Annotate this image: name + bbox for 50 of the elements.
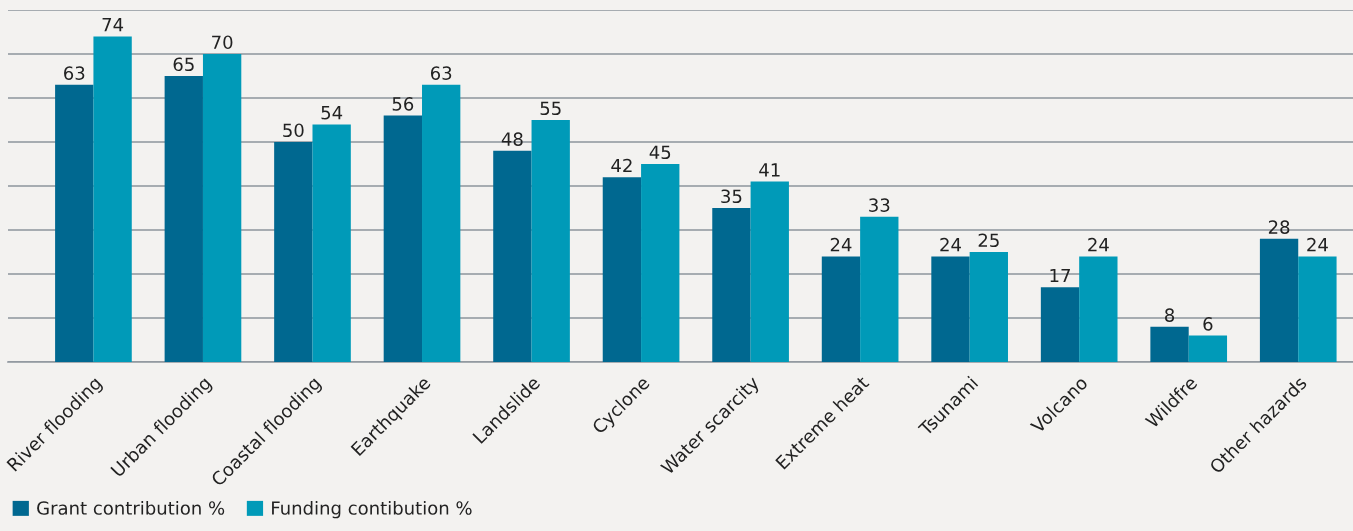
legend-label: Grant contribution % [37,500,225,515]
bar [422,84,461,362]
legend-label: Funding contibution % [272,500,472,519]
data-label: 24 [1307,237,1328,252]
bar [821,256,861,362]
data-label: 48 [501,132,523,146]
data-label: 35 [721,189,742,204]
bar [1259,238,1299,362]
bar [164,76,203,362]
bar [1188,335,1228,362]
bar [1150,326,1189,362]
bar [750,181,789,362]
data-label: 41 [759,163,780,177]
data-label: 63 [64,66,85,80]
bar [602,177,642,362]
bar [383,115,423,362]
bar [493,150,532,362]
bar [202,54,242,362]
data-label: 56 [392,97,414,111]
data-label: 24 [940,237,961,252]
data-label: 25 [978,233,999,248]
data-label: 6 [1203,317,1213,331]
bar [1040,287,1080,362]
data-label: 74 [102,18,124,32]
bar [712,208,751,362]
bar [55,84,94,362]
bar [860,216,899,362]
data-label: 50 [283,123,304,138]
bar [641,164,680,362]
data-label: 55 [540,101,561,116]
bar [1298,256,1337,362]
data-label: 28 [1268,220,1290,234]
data-label: 65 [173,57,194,72]
bar [931,256,970,362]
bar [969,252,1008,362]
data-label: 33 [869,198,890,212]
bar [531,120,570,362]
data-label: 24 [1088,237,1109,252]
data-label: 45 [649,145,671,160]
bar [274,142,313,362]
data-label: 63 [430,66,452,80]
data-label: 70 [212,35,233,50]
data-label: 42 [611,158,632,173]
bar [312,124,351,362]
bar [1079,256,1118,362]
data-label: 54 [321,106,343,120]
data-label: 24 [830,237,852,252]
bar [93,36,132,362]
data-label: 17 [1050,268,1070,283]
data-label: 8 [1165,308,1175,322]
